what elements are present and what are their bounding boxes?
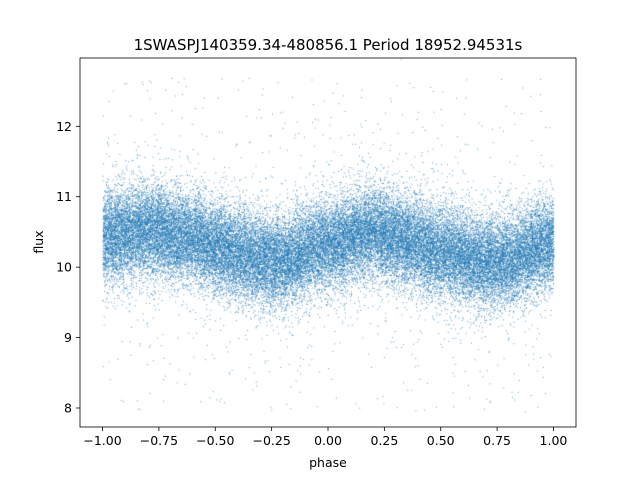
y-tick-label: 9 <box>64 330 72 345</box>
x-tick-label: 0.25 <box>370 433 398 448</box>
x-tick-label: 1.00 <box>540 433 568 448</box>
y-tick-label: 10 <box>56 260 72 275</box>
y-axis-ticks: 8 9 10 11 12 <box>56 119 80 415</box>
y-tick-label: 11 <box>56 189 72 204</box>
x-tick-label: −0.50 <box>196 433 234 448</box>
x-axis-ticks: −1.00 −0.75 −0.50 −0.25 0.00 0.25 0.50 0.75 1.00 <box>83 427 567 448</box>
x-tick-label: −0.75 <box>140 433 178 448</box>
y-tick-label: 12 <box>56 119 72 134</box>
x-tick-label: −0.25 <box>252 433 290 448</box>
x-tick-label: 0.00 <box>314 433 342 448</box>
data-points <box>80 58 576 427</box>
x-tick-label: −1.00 <box>83 433 121 448</box>
x-tick-label: 0.75 <box>483 433 511 448</box>
scatter-points <box>80 58 576 427</box>
y-axis-label: flux <box>31 230 46 253</box>
x-axis-label: phase <box>309 455 347 470</box>
chart-title: 1SWASPJ140359.34-480856.1 Period 18952.9… <box>134 36 523 54</box>
x-tick-label: 0.50 <box>427 433 455 448</box>
y-tick-label: 8 <box>64 400 72 415</box>
